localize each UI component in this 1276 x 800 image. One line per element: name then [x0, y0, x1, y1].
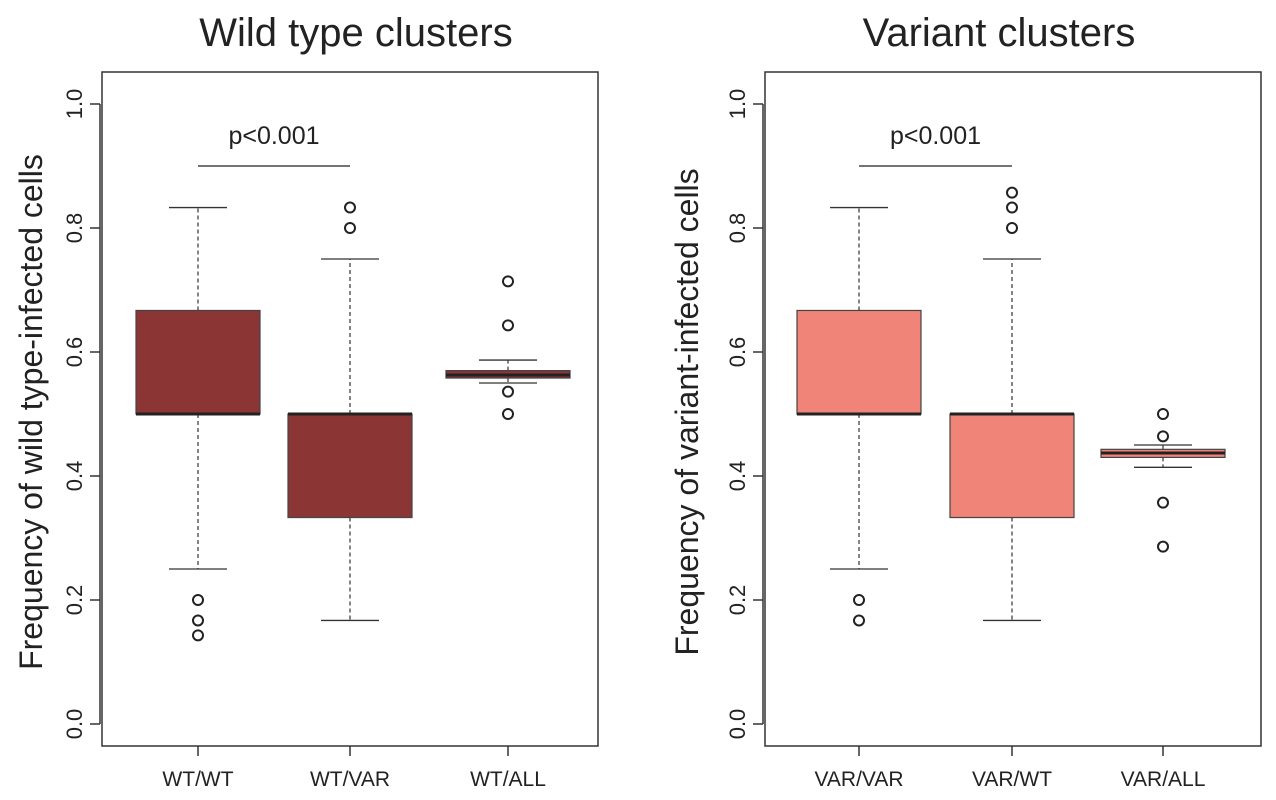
outlier-point — [192, 629, 204, 642]
x-tick-label: VAR/ALL — [1121, 768, 1206, 791]
outlier-point — [1006, 201, 1018, 214]
outlier-point — [344, 201, 356, 214]
box-plot-marks: 0.0 0.2 0.4 0.6 0.8 1.0 WT/WT WT/VAR WT/ALL p<0.0… — [62, 89, 571, 791]
y-tick-label: 0.0 — [62, 709, 87, 740]
y-tick-label: 0.2 — [725, 585, 750, 616]
box — [135, 309, 261, 415]
p-value-label: p<0.001 — [228, 122, 319, 150]
x-tick-label: WT/VAR — [310, 768, 390, 791]
chart-title: Variant clusters — [863, 11, 1136, 55]
outlier-point — [502, 319, 514, 332]
y-tick-label: 0.4 — [62, 461, 87, 492]
outlier-point — [1006, 186, 1018, 199]
y-tick-label: 0.2 — [62, 585, 87, 616]
x-tick-label: WT/ALL — [470, 768, 546, 791]
y-tick-label: 0.0 — [725, 709, 750, 740]
panel-wild-type: Wild type clusters Frequency of wild typ… — [13, 11, 599, 791]
panel-variant: Variant clusters Frequency of variant-in… — [669, 11, 1262, 791]
y-tick-label: 0.8 — [62, 213, 87, 244]
y-tick-label: 0.6 — [62, 337, 87, 368]
y-axis-label: Frequency of wild type-infected cells — [13, 154, 49, 670]
box — [796, 309, 922, 415]
chart-title: Wild type clusters — [199, 11, 512, 55]
outlier-point — [192, 594, 204, 606]
p-value-label: p<0.001 — [890, 122, 981, 150]
outlier-point — [502, 385, 514, 398]
outlier-point — [1006, 222, 1018, 234]
outlier-point — [1157, 430, 1169, 443]
y-tick-label: 1.0 — [62, 89, 87, 120]
y-tick-label: 0.4 — [725, 461, 750, 492]
y-tick-label: 1.0 — [725, 89, 750, 120]
box — [949, 413, 1075, 519]
outlier-point — [502, 275, 514, 288]
outlier-point — [344, 222, 356, 234]
outlier-point — [853, 594, 865, 606]
y-axis-label: Frequency of variant-infected cells — [669, 168, 705, 655]
box-plot-marks: 0.0 0.2 0.4 0.6 0.8 1.0 VAR/VAR VAR/WT VAR/ALL p<… — [725, 89, 1226, 791]
outlier-point — [1157, 408, 1169, 420]
x-tick-label: VAR/WT — [972, 768, 1052, 791]
x-tick-label: WT/WT — [162, 768, 233, 791]
box — [287, 413, 413, 519]
outlier-point — [192, 614, 204, 627]
y-tick-label: 0.8 — [725, 213, 750, 244]
y-tick-label: 0.6 — [725, 337, 750, 368]
outlier-point — [853, 614, 865, 627]
outlier-point — [502, 408, 514, 420]
outlier-point — [1157, 540, 1169, 553]
plot-frame — [764, 71, 1262, 747]
outlier-point — [1157, 496, 1169, 509]
x-tick-label: VAR/VAR — [814, 768, 903, 791]
